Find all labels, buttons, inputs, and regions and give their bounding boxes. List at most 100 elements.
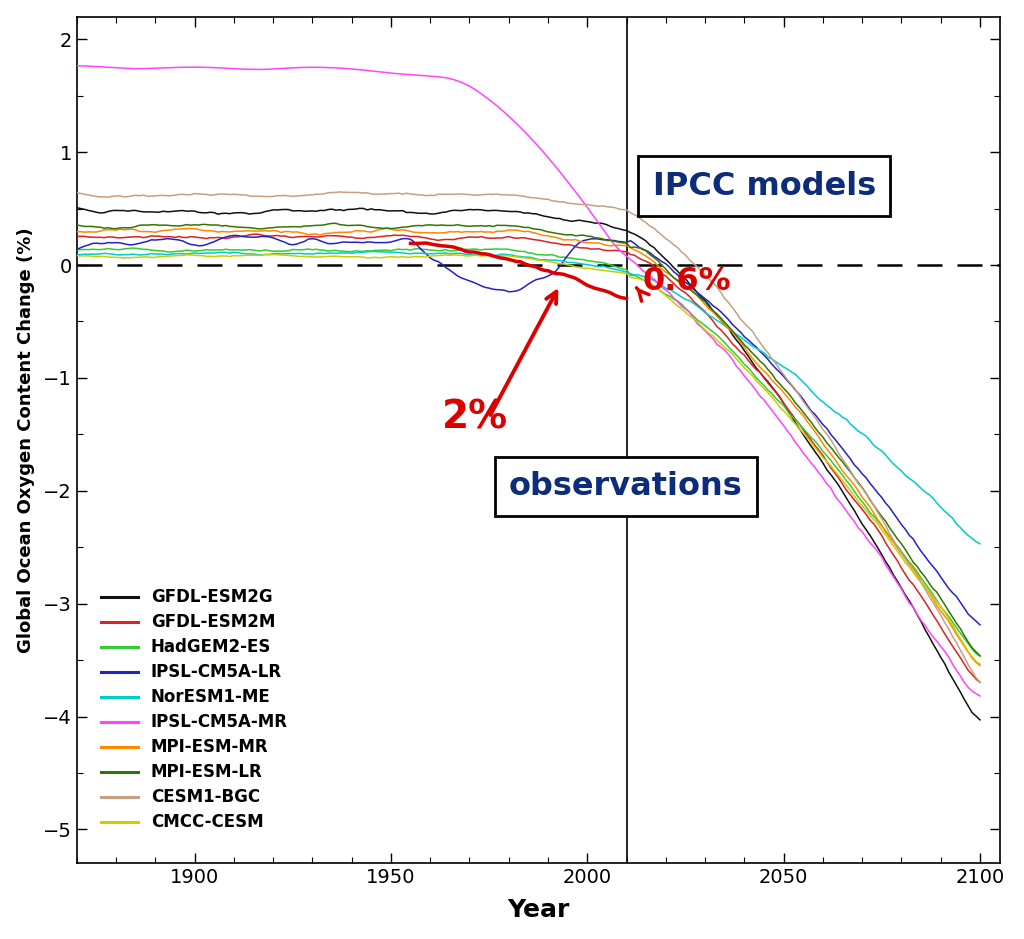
IPSL-CM5A-MR [94,61,106,72]
CESM1-BGC [935,609,947,621]
MPI-ESM-MR [903,558,915,569]
HadGEM2-ES [974,651,986,662]
Line: IPSL-CM5A-MR: IPSL-CM5A-MR [77,66,980,696]
NorESM1-ME [200,247,212,258]
MPI-ESM-LR [903,550,915,562]
GFDL-ESM2M [935,622,947,633]
GFDL-ESM2G [200,208,212,219]
IPSL-CM5A-LR [903,530,915,541]
MPI-ESM-LR [935,593,947,604]
CESM1-BGC [334,186,346,197]
NorESM1-ME [94,248,106,259]
Line: CMCC-CESM: CMCC-CESM [77,254,980,664]
CMCC-CESM [460,251,472,262]
Line: NorESM1-ME: NorESM1-ME [77,252,980,544]
HadGEM2-ES [460,243,472,254]
MPI-ESM-MR [381,223,393,234]
CMCC-CESM [94,251,106,262]
GFDL-ESM2M [942,634,954,645]
CMCC-CESM [267,249,280,260]
MPI-ESM-MR [71,226,83,238]
GFDL-ESM2M [200,233,212,244]
GFDL-ESM2M [903,575,915,586]
GFDL-ESM2M [974,677,986,688]
IPSL-CM5A-MR [456,77,468,88]
GFDL-ESM2G [899,590,911,601]
MPI-ESM-MR [94,225,106,237]
IPSL-CM5A-MR [974,690,986,701]
MPI-ESM-LR [330,218,342,229]
MPI-ESM-MR [935,606,947,617]
IPSL-CM5A-LR [94,238,106,249]
MPI-ESM-LR [942,606,954,617]
CESM1-BGC [200,189,212,200]
CMCC-CESM [935,601,947,612]
CMCC-CESM [974,658,986,670]
HadGEM2-ES [71,244,83,255]
IPSL-CM5A-MR [200,62,212,73]
Line: CESM1-BGC: CESM1-BGC [77,192,980,682]
CMCC-CESM [903,562,915,573]
Y-axis label: Global Ocean Oxygen Content Change (%): Global Ocean Oxygen Content Change (%) [16,227,35,653]
HadGEM2-ES [94,244,106,255]
NorESM1-ME [71,249,83,260]
GFDL-ESM2G [938,658,950,670]
MPI-ESM-MR [942,615,954,626]
Line: GFDL-ESM2G: GFDL-ESM2G [77,208,980,720]
CMCC-CESM [71,250,83,261]
Legend: GFDL-ESM2G, GFDL-ESM2M, HadGEM2-ES, IPSL-CM5A-LR, NorESM1-ME, IPSL-CM5A-MR, MPI-: GFDL-ESM2G, GFDL-ESM2M, HadGEM2-ES, IPSL… [94,582,295,839]
CMCC-CESM [200,251,212,262]
Line: MPI-ESM-MR: MPI-ESM-MR [77,228,980,666]
HadGEM2-ES [126,242,138,254]
MPI-ESM-LR [94,222,106,233]
X-axis label: Year: Year [507,899,569,922]
GFDL-ESM2G [94,208,106,219]
IPSL-CM5A-LR [942,582,954,593]
NorESM1-ME [935,501,947,513]
MPI-ESM-LR [974,650,986,661]
Line: HadGEM2-ES: HadGEM2-ES [77,248,980,656]
MPI-ESM-MR [974,660,986,671]
Line: MPI-ESM-LR: MPI-ESM-LR [77,223,980,655]
NorESM1-ME [903,472,915,484]
GFDL-ESM2G [71,202,83,213]
Line: GFDL-ESM2M: GFDL-ESM2M [77,234,980,683]
MPI-ESM-MR [460,226,472,238]
CESM1-BGC [903,560,915,571]
GFDL-ESM2M [251,228,263,239]
IPSL-CM5A-MR [899,591,911,602]
GFDL-ESM2M [460,232,472,243]
GFDL-ESM2M [71,231,83,242]
Text: IPCC models: IPCC models [652,171,876,202]
IPSL-CM5A-LR [974,619,986,630]
MPI-ESM-LR [460,221,472,232]
CESM1-BGC [942,623,954,635]
Text: observations: observations [509,471,742,502]
Text: 0.6%: 0.6% [642,266,731,297]
IPSL-CM5A-LR [200,239,212,250]
Line: IPSL-CM5A-LR: IPSL-CM5A-LR [77,236,980,624]
HadGEM2-ES [204,244,216,255]
CMCC-CESM [942,612,954,623]
GFDL-ESM2G [931,644,943,655]
GFDL-ESM2G [974,715,986,726]
IPSL-CM5A-LR [935,572,947,583]
HadGEM2-ES [935,601,947,612]
GFDL-ESM2G [456,205,468,216]
NorESM1-ME [942,509,954,520]
CESM1-BGC [974,676,986,687]
IPSL-CM5A-LR [227,230,240,241]
MPI-ESM-LR [200,219,212,230]
HadGEM2-ES [903,557,915,568]
CESM1-BGC [94,192,106,203]
HadGEM2-ES [942,610,954,622]
CESM1-BGC [460,189,472,200]
GFDL-ESM2M [94,232,106,243]
IPSL-CM5A-MR [71,60,83,71]
CESM1-BGC [71,187,83,198]
IPSL-CM5A-MR [931,636,943,647]
NorESM1-ME [974,538,986,549]
IPSL-CM5A-MR [938,645,950,656]
NorESM1-ME [366,246,378,257]
MPI-ESM-LR [71,220,83,231]
